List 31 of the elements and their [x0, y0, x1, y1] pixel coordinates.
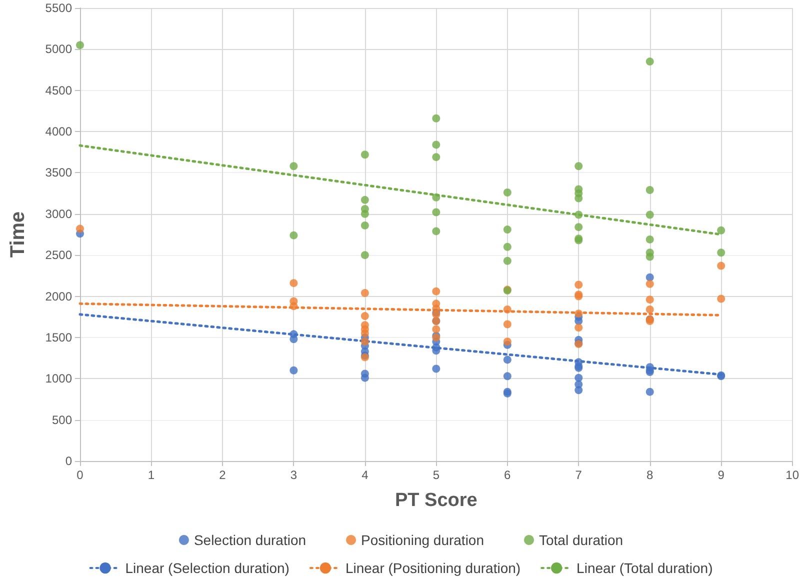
legend-label: Selection duration	[194, 532, 306, 548]
x-tick-label: 4	[362, 468, 369, 482]
x-axis-title: PT Score	[394, 490, 478, 511]
y-tick-label: 2500	[45, 248, 72, 262]
x-tick-label: 3	[290, 468, 298, 482]
x-tick-label: 5	[432, 468, 440, 482]
y-tick-label: 3000	[45, 206, 72, 221]
y-tick-label: 3500	[45, 166, 72, 180]
y-tick-label: 5500	[45, 1, 72, 15]
x-tick-label: 2	[219, 468, 226, 482]
legend-label: Linear (Total duration)	[576, 560, 713, 576]
y-tick-label: 1000	[45, 372, 72, 386]
x-tick-label: 10	[786, 468, 800, 482]
y-tick-label: 4500	[45, 83, 72, 98]
y-tick-label: 0	[65, 454, 72, 468]
x-tick-label: 6	[504, 468, 512, 482]
y-axis-title: Time	[7, 211, 29, 258]
legend-label: Total duration	[538, 532, 624, 548]
y-tick-label: 2000	[45, 289, 72, 304]
y-tick-label: 1500	[45, 330, 72, 344]
legend-label: Linear (Selection duration)	[125, 560, 290, 576]
x-tick-label: 8	[646, 468, 654, 482]
x-tick-label: 1	[148, 468, 155, 482]
x-tick-label: 9	[718, 468, 725, 482]
legend-label: Linear (Positioning duration)	[345, 560, 521, 576]
y-tick-label: 5000	[45, 42, 72, 56]
x-tick-label: 0	[76, 468, 84, 482]
legend-label: Positioning duration	[361, 532, 484, 548]
y-tick-label: 500	[52, 412, 72, 427]
x-tick-label: 7	[575, 468, 582, 482]
y-tick-label: 4000	[45, 124, 72, 139]
